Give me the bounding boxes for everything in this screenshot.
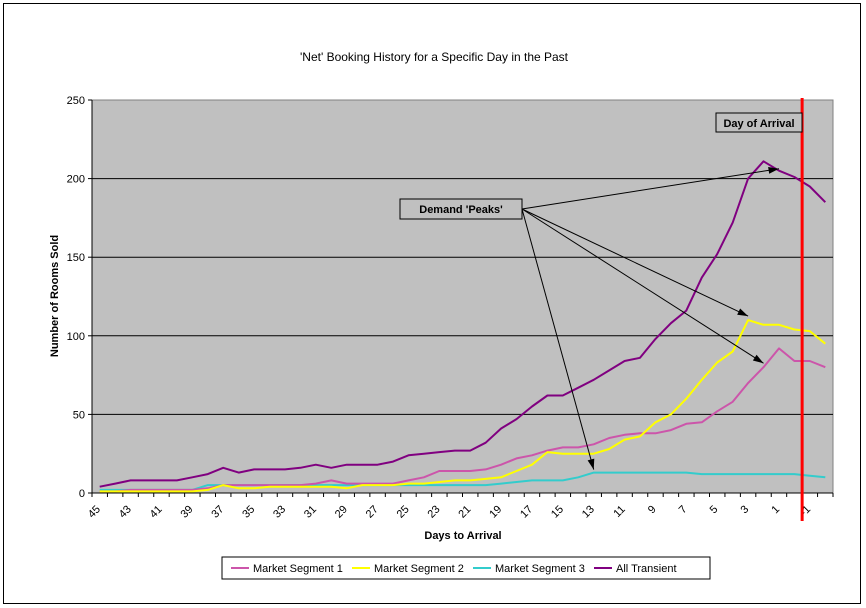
demand-peaks-label: Demand 'Peaks' <box>419 204 503 216</box>
x-tick-label: 33 <box>271 503 288 520</box>
x-tick-label: 41 <box>148 503 165 520</box>
day-of-arrival-callout: Day of Arrival <box>715 112 803 133</box>
x-tick-label: 25 <box>395 503 412 520</box>
y-tick-label: 200 <box>67 174 85 186</box>
x-tick-label: 37 <box>209 503 226 520</box>
x-tick-label: 15 <box>549 503 566 520</box>
x-tick-label: 45 <box>86 503 103 520</box>
chart-frame: 'Net' Booking History for a Specific Day… <box>3 3 861 604</box>
x-tick-label: -1 <box>798 503 813 518</box>
x-tick-label: 1 <box>769 503 782 516</box>
y-tick-label: 0 <box>79 488 85 500</box>
series-line-market-segment-2 <box>99 319 826 493</box>
x-tick-label: 5 <box>708 503 721 516</box>
legend: Market Segment 1 Market Segment 2 Market S… <box>221 556 711 580</box>
annotation-arrow <box>521 208 595 470</box>
legend-label: All Transient <box>616 563 677 575</box>
arrow-head <box>768 166 779 174</box>
x-tick-label: 27 <box>364 503 381 520</box>
x-tick-label: 7 <box>677 503 690 516</box>
x-tick-label: 17 <box>518 503 535 520</box>
y-axis-label: Number of Rooms Sold <box>49 235 61 357</box>
legend-label: Market Segment 3 <box>495 563 585 575</box>
x-tick-label: 23 <box>425 503 442 520</box>
y-tick-label: 250 <box>67 95 85 107</box>
legend-label: Market Segment 1 <box>253 563 343 575</box>
x-axis-label: Days to Arrival <box>424 530 501 542</box>
plot-area <box>91 99 834 494</box>
line-chart: 'Net' Booking History for a Specific Day… <box>49 50 834 580</box>
x-axis-ticks: 45 43 41 39 37 35 33 31 29 27 25 23 21 19 17 15 13 11 9 7 5 3… <box>86 493 834 521</box>
arrow-head <box>737 308 749 317</box>
y-tick-label: 50 <box>73 409 85 421</box>
x-tick-label: 19 <box>487 503 504 520</box>
arrow-head <box>587 458 595 470</box>
annotation-arrow <box>521 208 764 364</box>
y-tick-label: 150 <box>67 252 85 264</box>
legend-label: Market Segment 2 <box>374 563 464 575</box>
x-tick-label: 3 <box>739 503 752 516</box>
x-tick-label: 11 <box>611 503 628 520</box>
y-tick-label: 100 <box>67 331 85 343</box>
series-line-all-transient <box>99 160 827 488</box>
x-tick-label: 39 <box>178 503 195 520</box>
x-tick-label: 21 <box>456 503 473 520</box>
x-tick-label: 35 <box>240 503 257 520</box>
annotation-arrow <box>521 208 749 317</box>
series-lines <box>99 160 827 493</box>
x-tick-label: 43 <box>117 503 134 520</box>
x-tick-label: 9 <box>646 503 659 516</box>
arrow-head <box>752 354 764 364</box>
demand-peaks-callout: Demand 'Peaks' <box>399 198 523 220</box>
x-tick-label: 13 <box>580 503 597 520</box>
gridlines <box>92 178 833 415</box>
annotation-arrow <box>521 168 780 210</box>
annotation-arrows <box>521 166 780 470</box>
x-tick-label: 29 <box>333 503 350 520</box>
x-tick-label: 31 <box>302 503 319 520</box>
chart-title: 'Net' Booking History for a Specific Day… <box>300 50 569 64</box>
day-of-arrival-label: Day of Arrival <box>723 118 794 130</box>
